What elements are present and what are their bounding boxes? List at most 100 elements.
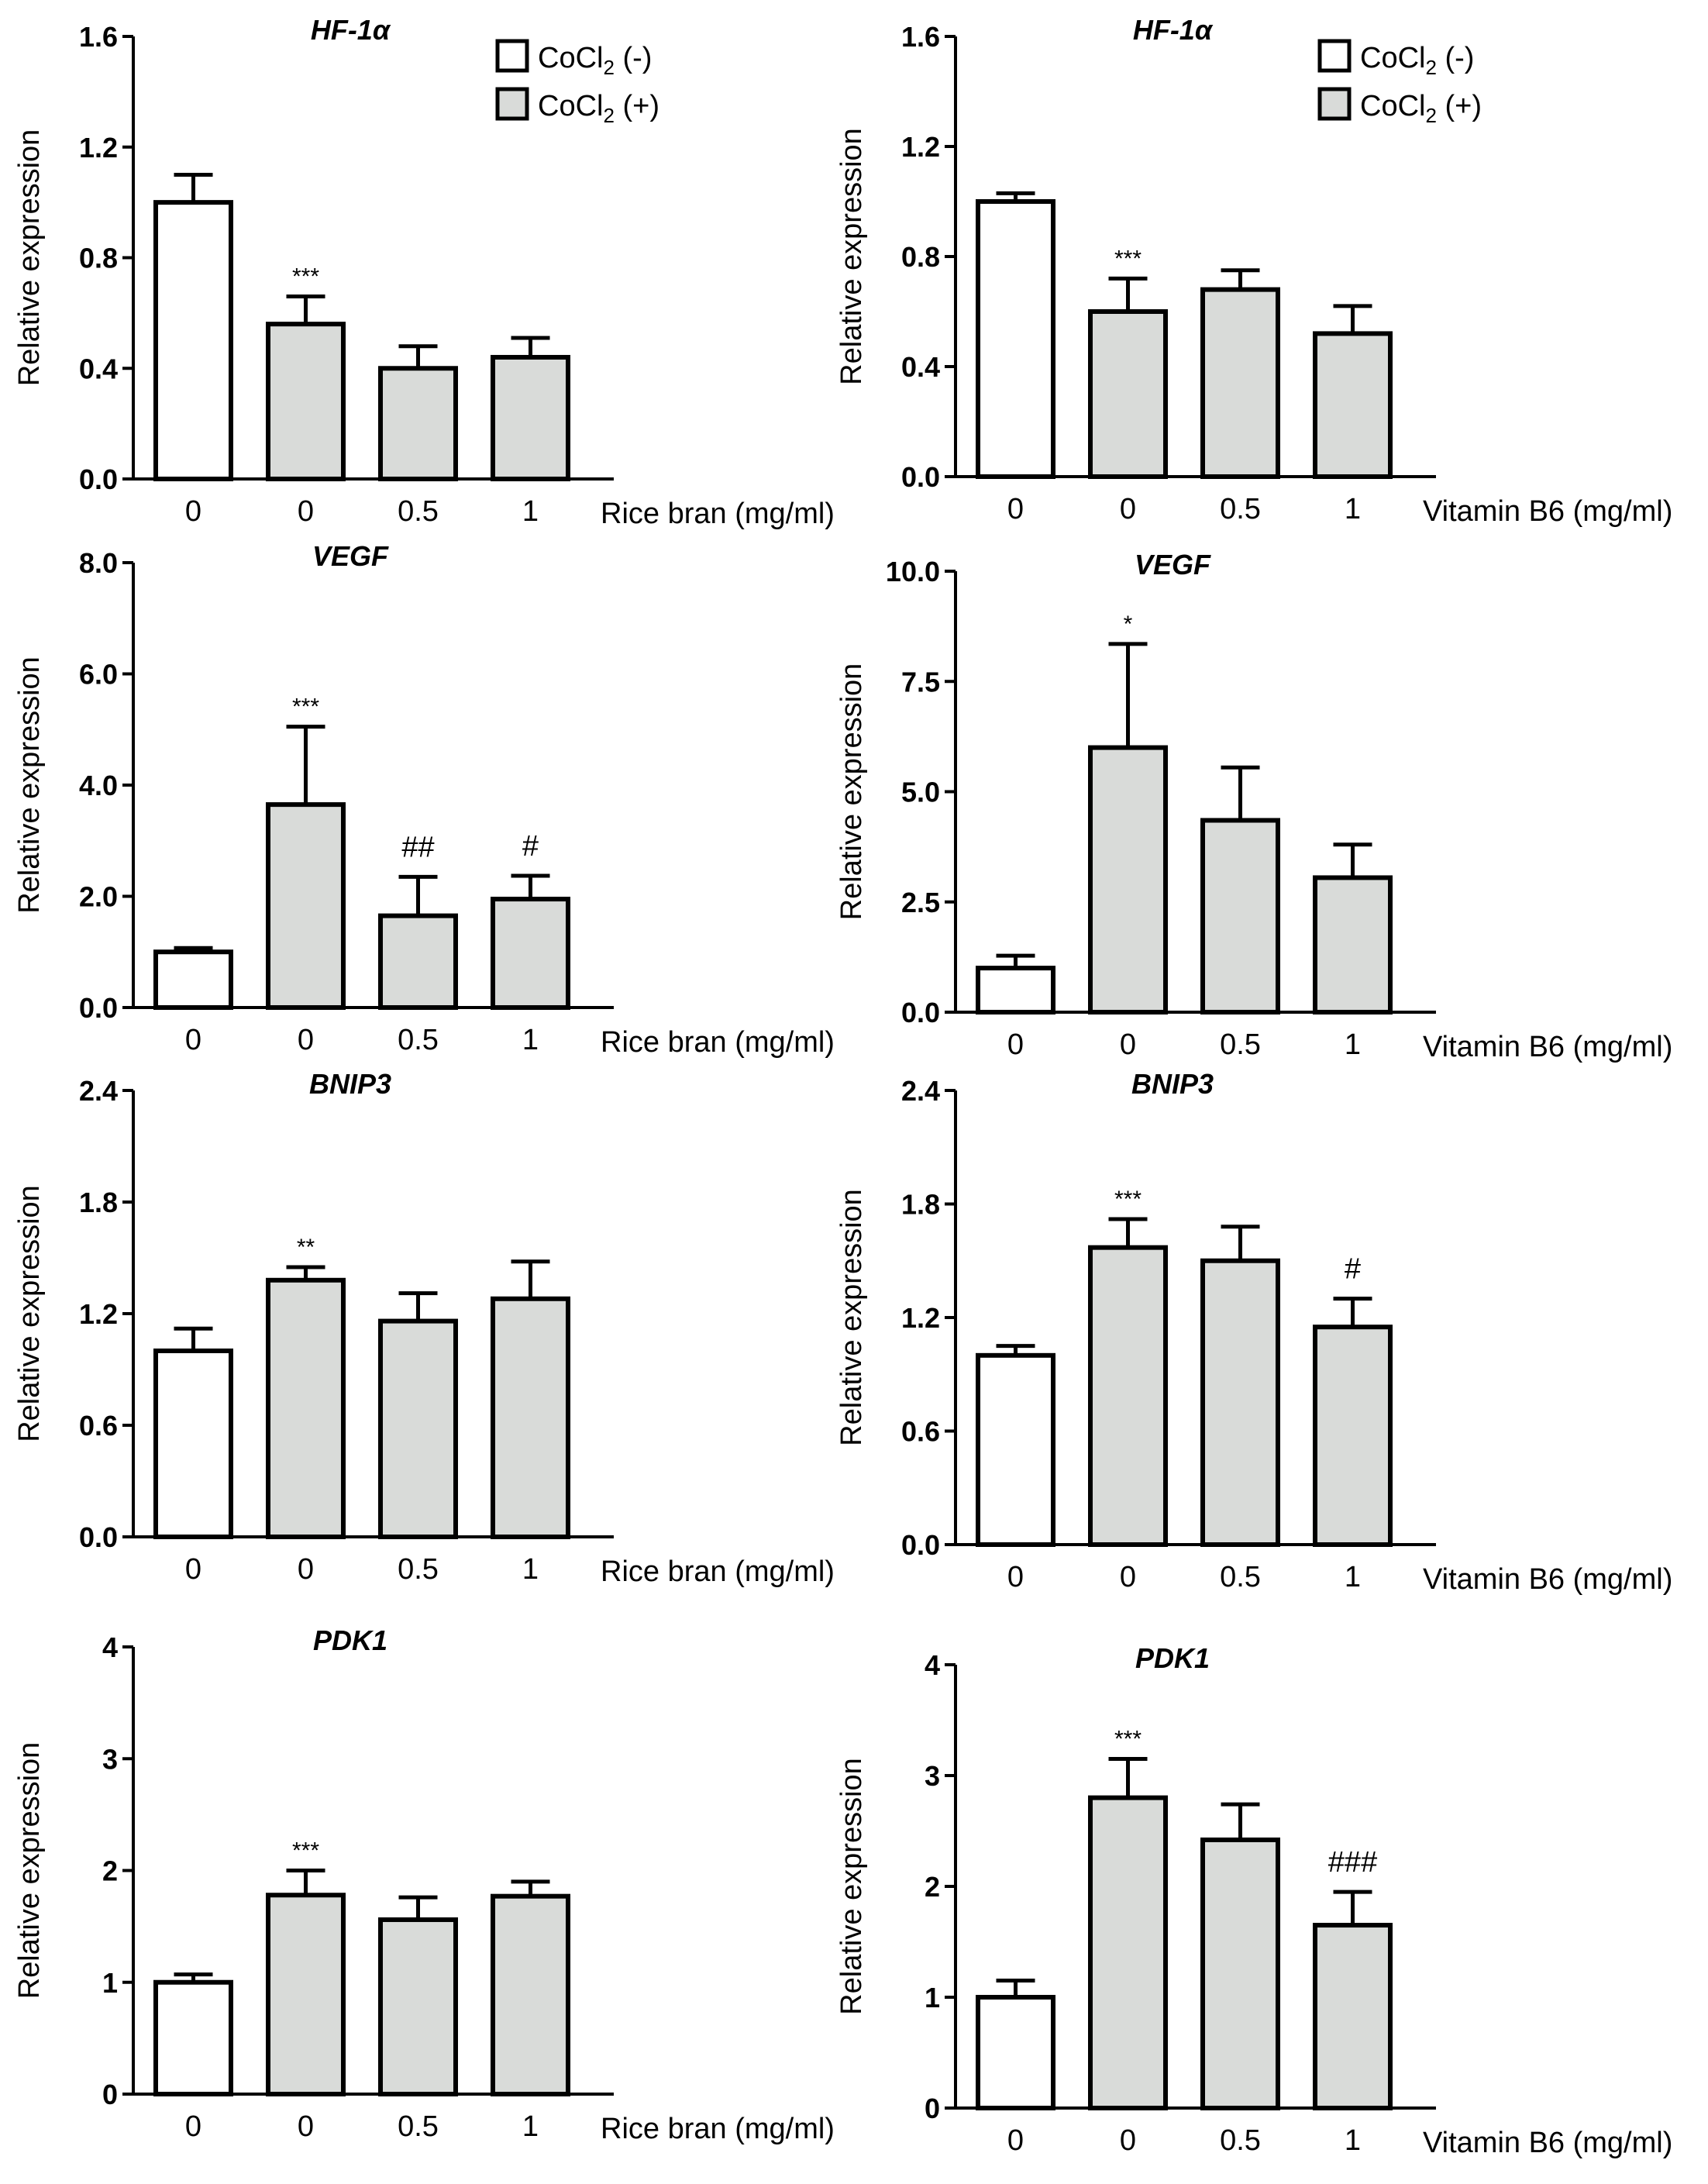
x-tick-label: 0 — [1120, 493, 1136, 525]
significance-annotation: ### — [1328, 1846, 1377, 1879]
y-tick-label: 4 — [102, 1631, 118, 1663]
significance-annotation: * — [1124, 611, 1133, 637]
y-axis-label: Relative expression — [835, 1758, 868, 2015]
chart-title: BNIP3 — [309, 1068, 391, 1100]
y-tick-label: 2.4 — [901, 1075, 940, 1107]
x-tick-label: 0 — [1120, 1028, 1136, 1061]
bar — [266, 1893, 346, 2097]
y-tick-label: 8.0 — [79, 547, 118, 579]
x-tick-label: 0 — [298, 1024, 314, 1056]
y-tick-label: 0 — [925, 2093, 940, 2124]
legend-swatch-treated — [1317, 87, 1352, 121]
y-tick-label: 0.0 — [79, 1521, 118, 1553]
y-tick-label: 0.0 — [901, 1529, 940, 1561]
legend-swatch-control — [495, 39, 529, 73]
x-tick-label: 0 — [1007, 493, 1024, 525]
significance-annotation: # — [1345, 1253, 1361, 1286]
y-tick-label: 1.6 — [901, 21, 940, 53]
significance-annotation: *** — [1114, 246, 1142, 271]
y-tick-label: 0.0 — [79, 992, 118, 1024]
chart-panel-7: 0 1 2 3 4 Relative expression PDK1 0 *** 0 0.5 1 Ric… — [13, 1624, 835, 2145]
significance-annotation: *** — [292, 1838, 319, 1864]
chart-title: BNIP3 — [1131, 1068, 1214, 1100]
chart-panel-6: 0.0 0.6 1.2 1.8 2.4 Relative expression BNIP3 0… — [835, 1068, 1672, 1596]
y-tick-label: 4.0 — [79, 770, 118, 801]
x-tick-label: 0 — [185, 1024, 201, 1056]
y-tick-label: 2.4 — [79, 1075, 118, 1107]
x-tick-label: 1 — [1345, 493, 1361, 525]
x-tick-label: 0.5 — [1220, 493, 1261, 525]
bar — [1313, 1923, 1393, 2111]
x-tick-label: 0.5 — [398, 1553, 439, 1586]
x-axis-label: Rice bran (mg/ml) — [601, 1555, 835, 1588]
bar — [976, 1995, 1055, 2110]
legend-swatch-treated — [495, 87, 529, 121]
chart-title: PDK1 — [313, 1624, 387, 1656]
x-tick-label: 0.5 — [1220, 1028, 1261, 1061]
x-tick-label: 0 — [185, 1553, 201, 1586]
x-tick-label: 1 — [522, 1553, 539, 1586]
x-tick-label: 1 — [522, 495, 539, 528]
x-tick-label: 1 — [522, 1024, 539, 1056]
y-tick-label: 2.0 — [79, 881, 118, 913]
legend-label: CoCl2 (+) — [538, 90, 659, 127]
x-tick-label: 1 — [1345, 2124, 1361, 2157]
y-tick-label: 3 — [925, 1760, 940, 1792]
x-tick-label: 0.5 — [1220, 2124, 1261, 2157]
y-axis-label: Relative expression — [13, 656, 46, 914]
y-tick-label: 7.5 — [901, 666, 940, 698]
bar — [266, 802, 346, 1011]
bar — [378, 1318, 458, 1539]
x-tick-label: 0.5 — [398, 495, 439, 528]
y-axis-label: Relative expression — [13, 129, 46, 387]
x-tick-label: 0 — [185, 495, 201, 528]
y-tick-label: 0.4 — [901, 351, 940, 383]
x-tick-label: 0.5 — [398, 1024, 439, 1056]
bar — [378, 1917, 458, 2096]
bar — [491, 1296, 570, 1540]
y-tick-label: 1.2 — [901, 131, 940, 163]
bar — [1200, 1837, 1280, 2110]
chart-panel-4: 0.0 2.5 5.0 7.5 10.0 Relative expression VEGF 0… — [835, 549, 1672, 1063]
bar — [153, 1349, 233, 1539]
bar — [1313, 875, 1393, 1014]
legend: CoCl2 (-) CoCl2 (+) — [1317, 39, 1482, 127]
y-tick-label: 1.8 — [79, 1187, 118, 1218]
bar — [976, 1352, 1055, 1548]
chart-panel-8: 0 1 2 3 4 Relative expression PDK1 0 *** 0 0.5 ### 1… — [835, 1642, 1672, 2159]
y-tick-label: 3 — [102, 1743, 118, 1775]
significance-annotation: *** — [292, 264, 319, 289]
y-tick-label: 0.8 — [901, 241, 940, 273]
y-tick-label: 10.0 — [886, 556, 940, 587]
bar — [1200, 287, 1280, 479]
y-tick-label: 1 — [925, 1982, 940, 2013]
significance-annotation: *** — [1114, 1727, 1142, 1752]
y-tick-label: 0.0 — [79, 463, 118, 495]
chart-title: VEGF — [1135, 549, 1211, 580]
y-tick-label: 1.2 — [901, 1302, 940, 1334]
x-tick-label: 0 — [1007, 1028, 1024, 1061]
bar — [378, 913, 458, 1011]
y-tick-label: 1.6 — [79, 21, 118, 53]
x-tick-label: 1 — [522, 2110, 539, 2143]
legend-label: CoCl2 (-) — [538, 42, 652, 79]
x-tick-label: 0 — [1007, 1561, 1024, 1593]
y-tick-label: 1.8 — [901, 1189, 940, 1221]
x-axis-label: Vitamin B6 (mg/ml) — [1423, 1031, 1672, 1063]
chart-panel-5: 0.0 0.6 1.2 1.8 2.4 Relative expression BNIP3 0… — [13, 1068, 835, 1588]
legend-label: CoCl2 (-) — [1360, 42, 1474, 79]
x-tick-label: 0 — [185, 2110, 201, 2143]
x-tick-label: 1 — [1345, 1028, 1361, 1061]
bar — [1313, 331, 1393, 479]
y-tick-label: 0 — [102, 2079, 118, 2110]
x-tick-label: 0 — [298, 2110, 314, 2143]
legend-label: CoCl2 (+) — [1360, 90, 1482, 127]
y-tick-label: 1.2 — [79, 132, 118, 164]
y-tick-label: 2.5 — [901, 887, 940, 918]
y-tick-label: 6.0 — [79, 659, 118, 691]
y-axis-label: Relative expression — [13, 1742, 46, 2000]
chart-panel-3: 0.0 2.0 4.0 6.0 8.0 Relative expression VEGF 0 *… — [13, 540, 835, 1059]
x-tick-label: 0 — [1007, 2124, 1024, 2157]
y-tick-label: 1 — [102, 1967, 118, 1999]
bar — [491, 354, 570, 481]
